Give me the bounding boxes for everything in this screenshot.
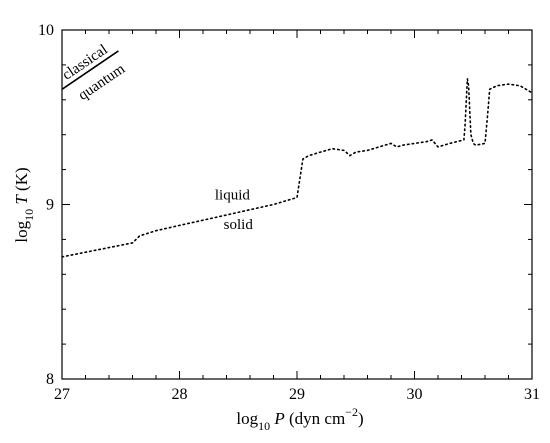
x-tick-label-3: 30	[407, 386, 423, 403]
x-tick-label-4: 31	[524, 386, 540, 403]
x-tick-label-2: 29	[289, 386, 305, 403]
y-tick-label-2: 10	[38, 22, 54, 39]
y-tick-label-0: 8	[46, 371, 54, 388]
y-tick-label-1: 9	[46, 197, 54, 214]
solid-label: solid	[224, 217, 254, 233]
axis-ticks	[61, 29, 533, 380]
y-axis-label: log10 T (K)	[12, 167, 36, 242]
tick-labels: 27 28 29 30 31 8 9 10	[38, 22, 540, 403]
melting-curve	[61, 78, 533, 258]
quantum-classical-boundary	[61, 50, 119, 90]
plot-frame	[61, 29, 533, 380]
x-tick-label-1: 28	[172, 386, 188, 403]
x-axis-label: log10 P (dyn cm−2)	[236, 405, 363, 433]
liquid-label: liquid	[215, 187, 251, 203]
x-tick-label-0: 27	[54, 386, 70, 403]
